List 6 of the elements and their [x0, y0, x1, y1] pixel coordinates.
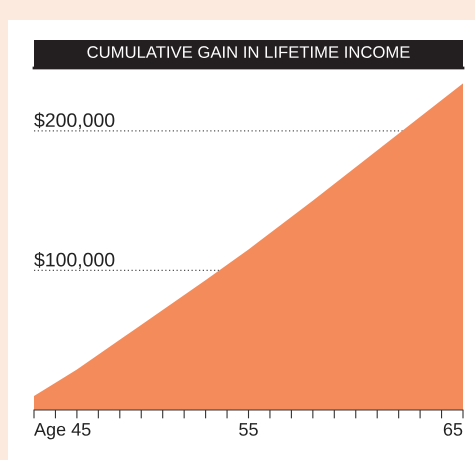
x-tick-label: 55 — [239, 423, 258, 436]
chart-title: CUMULATIVE GAIN IN LIFETIME INCOME — [87, 46, 410, 58]
y-tick-label: $200,000 — [34, 112, 114, 130]
x-tick-label: Age 45 — [34, 423, 90, 440]
x-tick-label: 65 — [444, 422, 462, 436]
y-tick-label: $100,000 — [34, 252, 114, 269]
